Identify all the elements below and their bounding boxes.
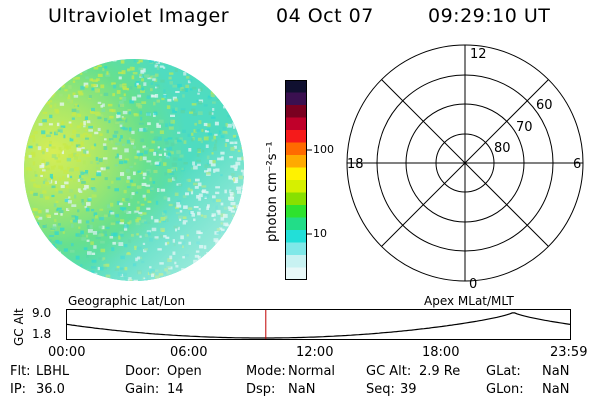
date-text: 04 Oct 07 xyxy=(276,5,374,27)
time-tick-3: 18:00 xyxy=(422,345,460,360)
polar-label-6: 6 xyxy=(573,157,581,172)
colorbar-cell xyxy=(285,155,307,168)
time-tick-4: 23:59 xyxy=(550,345,588,360)
timeline-ytick-low: 1.8 xyxy=(32,327,52,341)
status-flt-key: Flt: xyxy=(10,364,31,379)
time-tick-1: 06:00 xyxy=(170,345,208,360)
polar-label-18: 18 xyxy=(347,157,364,172)
polar-lat-80: 80 xyxy=(494,141,511,156)
status-mode-value: Normal xyxy=(288,364,336,379)
status-mode-key: Mode: xyxy=(246,364,286,379)
colorbar-cell xyxy=(285,242,307,256)
status-gain-value: 14 xyxy=(167,382,184,397)
status-gcalt-key: GC Alt: xyxy=(366,364,412,379)
status-glat-value: NaN xyxy=(542,364,570,379)
status-glon-key: GLon: xyxy=(486,382,524,397)
polar-label-12: 12 xyxy=(470,47,487,62)
colorbar-cell xyxy=(285,192,307,206)
timeline-left-title: Geographic Lat/Lon xyxy=(68,294,186,308)
colorbar-scale xyxy=(285,80,312,280)
colorbar-cell xyxy=(285,255,307,268)
polar-lat-70: 70 xyxy=(516,120,533,135)
colorbar-tick-100: 100 xyxy=(313,143,334,156)
timeline-right-title: Apex MLat/MLT xyxy=(424,294,514,308)
colorbar-cell xyxy=(285,267,307,280)
polar-label-0: 0 xyxy=(469,277,477,292)
status-ip-value: 36.0 xyxy=(36,382,65,397)
polar-lat-60: 60 xyxy=(536,98,553,113)
colorbar-cell xyxy=(285,105,307,118)
status-dsp-key: Dsp: xyxy=(246,382,276,397)
status-gain-key: Gain: xyxy=(125,382,160,397)
colorbar: 100 10 photon cm⁻²s⁻¹ xyxy=(255,72,334,282)
colorbar-cell xyxy=(285,92,307,106)
colorbar-cell xyxy=(285,130,307,143)
altitude-curve xyxy=(66,312,571,339)
polar-diagonal-2 xyxy=(381,79,549,247)
status-dsp-value: NaN xyxy=(288,382,316,397)
status-seq-key: Seq: xyxy=(366,382,395,397)
colorbar-cell xyxy=(285,217,307,231)
colorbar-cell xyxy=(285,167,307,181)
status-flt-value: LBHL xyxy=(36,364,70,379)
status-glon-value: NaN xyxy=(542,382,570,397)
timeline-frame xyxy=(66,309,571,340)
colorbar-cell xyxy=(285,142,307,156)
status-door-value: Open xyxy=(167,364,202,379)
status-gcalt-value: 2.9 Re xyxy=(419,364,461,379)
status-seq-value: 39 xyxy=(400,382,417,397)
colorbar-cell xyxy=(285,117,307,131)
time-text: 09:29:10 UT xyxy=(428,5,551,27)
time-tick-0: 00:00 xyxy=(48,345,86,360)
timeline-ytick-high: 9.0 xyxy=(32,306,52,320)
colorbar-cell xyxy=(285,230,307,243)
polar-mlat-mlt-dial: 12 18 6 0 60 70 80 xyxy=(346,44,584,292)
status-door-key: Door: xyxy=(125,364,161,379)
instrument-title: Ultraviolet Imager xyxy=(48,5,230,27)
colorbar-cell xyxy=(285,205,307,218)
status-glat-key: GLat: xyxy=(486,364,521,379)
colorbar-cell xyxy=(285,180,307,193)
uv-globe-image xyxy=(24,59,244,281)
status-ip-key: IP: xyxy=(10,382,27,397)
colorbar-cell xyxy=(285,80,307,93)
time-tick-2: 12:00 xyxy=(296,345,334,360)
colorbar-tick-10: 10 xyxy=(313,227,327,240)
